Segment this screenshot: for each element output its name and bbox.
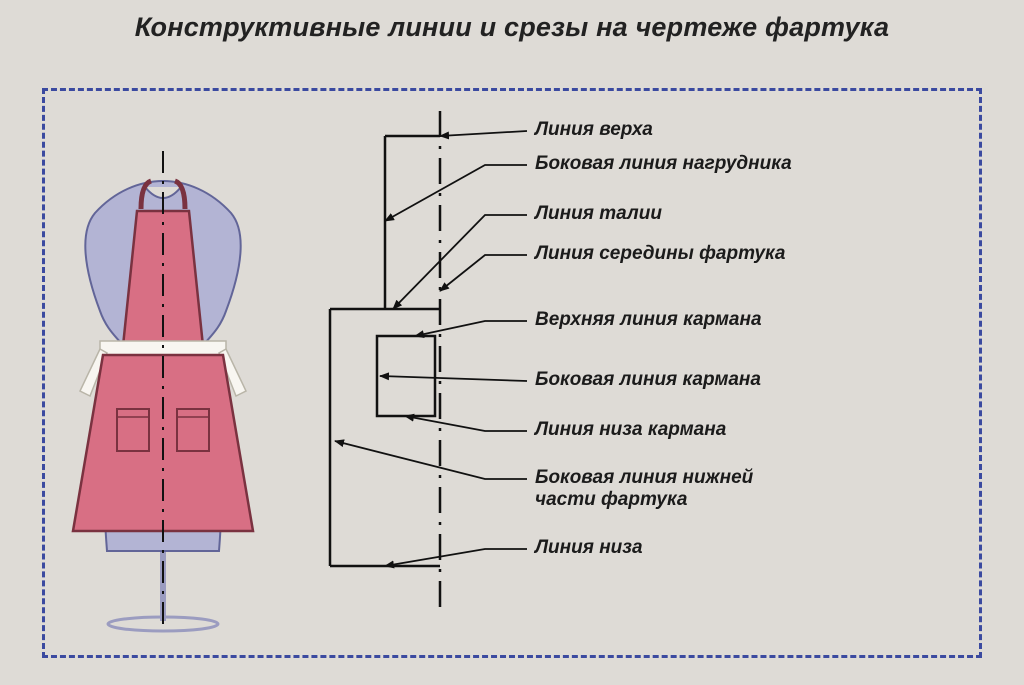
label-waist_line: Линия талии — [535, 203, 662, 225]
figure-frame: Линия верха Боковая линия нагрудника Линия… — [42, 88, 982, 658]
apron-pocket-right — [177, 409, 209, 451]
leader-lines — [335, 131, 527, 566]
label-center_line: Линия середины фартука — [535, 243, 785, 265]
leader-bottom_line — [385, 549, 527, 566]
label-pocket_side_line: Боковая линия кармана — [535, 369, 761, 391]
leader-pocket_bot_line — [405, 416, 527, 431]
label-pocket_top_line: Верхняя линия кармана — [535, 309, 762, 331]
leader-pocket_top_line — [415, 321, 527, 336]
label-bib_side_line: Боковая линия нагрудника — [535, 153, 792, 175]
leader-pocket_side_line — [380, 376, 527, 381]
label-top_line: Линия верха — [535, 119, 653, 141]
label-pocket_bot_line: Линия низа кармана — [535, 419, 726, 441]
label-bottom_line: Линия низа — [535, 537, 643, 559]
leader-skirt_side_line — [335, 441, 527, 479]
leader-center_line — [440, 255, 527, 291]
page: Конструктивные линии и срезы на чертеже … — [0, 0, 1024, 685]
apron-pocket-left — [117, 409, 149, 451]
leader-top_line — [440, 131, 527, 136]
label-skirt_side_line: Боковая линия нижней части фартука — [535, 467, 753, 511]
leader-waist_line — [393, 215, 527, 309]
scheme-group — [330, 111, 440, 611]
diagram-stage — [45, 91, 979, 655]
leader-bib_side_line — [385, 165, 527, 221]
page-title: Конструктивные линии и срезы на чертеже … — [0, 12, 1024, 43]
